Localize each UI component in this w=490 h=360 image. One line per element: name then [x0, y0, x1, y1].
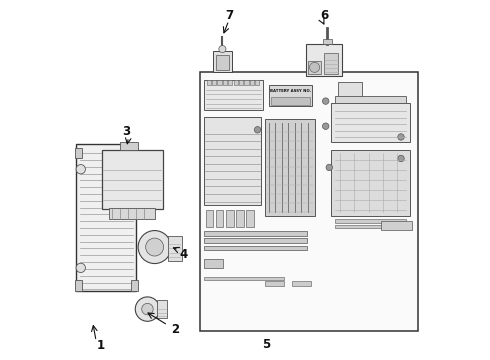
Bar — [245, 80, 248, 85]
Text: 7: 7 — [225, 9, 233, 22]
Bar — [308, 60, 321, 74]
Circle shape — [135, 297, 160, 321]
Bar — [331, 149, 410, 216]
Bar — [218, 80, 221, 85]
Circle shape — [326, 164, 333, 171]
Bar — [204, 80, 263, 110]
Bar — [331, 103, 410, 142]
Bar — [204, 231, 307, 235]
Bar — [74, 280, 82, 291]
Text: 4: 4 — [179, 248, 188, 261]
Text: 1: 1 — [97, 339, 105, 352]
Circle shape — [322, 123, 329, 130]
Bar — [323, 40, 332, 44]
Bar — [271, 96, 310, 105]
Bar — [157, 300, 167, 318]
Text: 2: 2 — [171, 323, 179, 336]
Text: 3: 3 — [122, 125, 130, 138]
Bar — [306, 44, 342, 76]
Bar — [212, 80, 216, 85]
Circle shape — [398, 155, 404, 162]
Bar — [204, 117, 261, 205]
Bar — [204, 259, 223, 268]
Bar — [200, 72, 418, 330]
Bar — [205, 211, 214, 226]
Bar — [109, 208, 155, 220]
Bar — [255, 80, 259, 85]
Text: 5: 5 — [262, 338, 270, 351]
Bar — [245, 211, 254, 226]
Bar — [120, 141, 138, 149]
Bar — [239, 80, 243, 85]
Bar — [270, 85, 312, 107]
Bar — [131, 148, 139, 158]
Bar — [204, 246, 307, 250]
Bar — [265, 119, 315, 216]
Text: 6: 6 — [320, 9, 328, 22]
Bar — [250, 80, 254, 85]
Bar — [292, 282, 311, 286]
Bar — [207, 80, 211, 85]
Bar — [225, 211, 234, 226]
Circle shape — [310, 62, 319, 72]
Bar — [101, 149, 163, 209]
Bar — [335, 96, 406, 103]
Bar — [324, 53, 338, 74]
Bar — [338, 82, 362, 98]
Bar — [216, 55, 229, 69]
Text: BATTERY ASSY NO.: BATTERY ASSY NO. — [270, 89, 311, 93]
Bar — [236, 211, 244, 226]
Bar — [213, 51, 232, 72]
Circle shape — [142, 303, 153, 315]
Bar — [228, 80, 232, 85]
Bar — [216, 211, 223, 226]
Circle shape — [138, 230, 171, 264]
Bar — [381, 221, 412, 230]
Bar — [74, 148, 82, 158]
Circle shape — [398, 134, 404, 140]
Circle shape — [254, 127, 261, 133]
Circle shape — [76, 165, 85, 174]
Circle shape — [146, 238, 164, 256]
Bar — [168, 235, 181, 261]
Bar — [204, 238, 307, 243]
Bar — [223, 80, 227, 85]
Bar — [234, 80, 238, 85]
Bar — [204, 277, 284, 280]
Bar — [265, 282, 285, 286]
Circle shape — [76, 263, 85, 273]
Bar — [131, 280, 139, 291]
Polygon shape — [76, 144, 136, 291]
Bar — [335, 225, 406, 228]
Circle shape — [219, 45, 226, 53]
Bar — [335, 220, 406, 223]
Circle shape — [322, 98, 329, 104]
